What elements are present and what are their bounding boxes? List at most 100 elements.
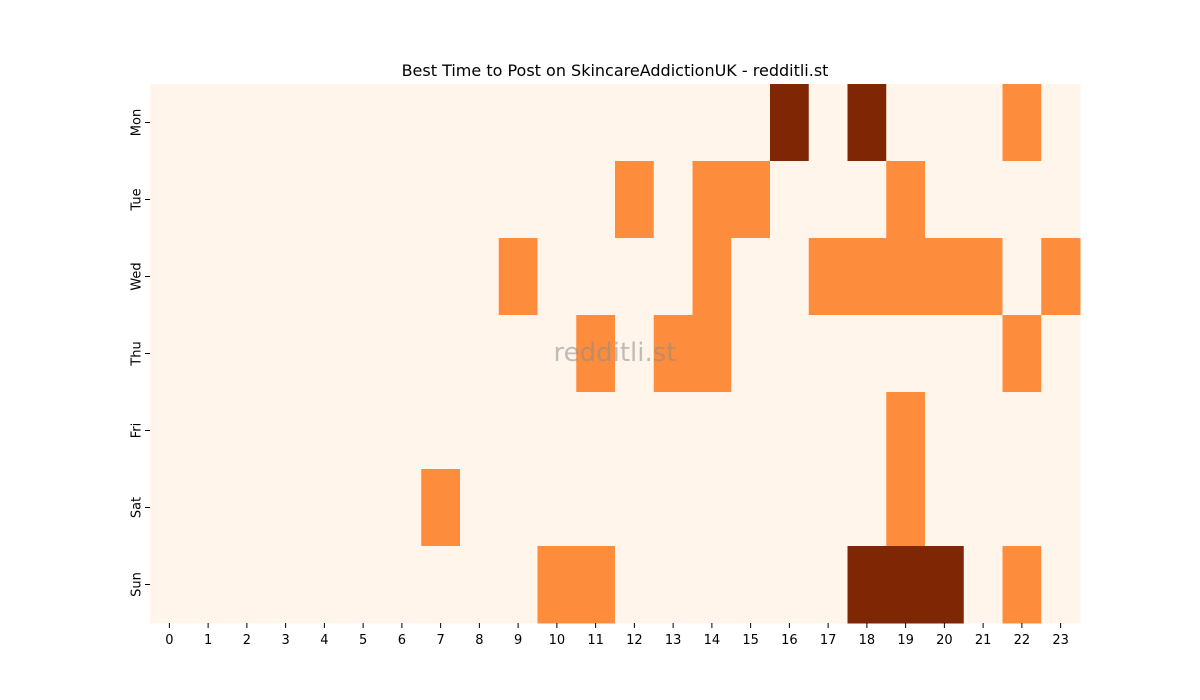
heatmap-cell-thu-21 (963, 315, 1003, 393)
heatmap-cell-sun-6 (382, 546, 422, 624)
heatmap-cell-fri-1 (188, 392, 228, 470)
heatmap-cell-thu-20 (925, 315, 965, 393)
heatmap-cell-sun-21 (963, 546, 1003, 624)
x-tick-label-18: 18 (859, 633, 876, 648)
heatmap-cell-wed-22 (1002, 238, 1042, 316)
heatmap-cell-thu-0 (150, 315, 190, 393)
heatmap-cell-sun-11 (576, 546, 616, 624)
heatmap-cell-mon-7 (421, 84, 461, 162)
heatmap-cell-fri-15 (731, 392, 771, 470)
heatmap-cell-fri-14 (692, 392, 732, 470)
heatmap-cell-thu-10 (537, 315, 577, 393)
heatmap-cell-mon-6 (382, 84, 422, 162)
heatmap-cell-tue-19 (886, 161, 926, 239)
heatmap-cell-thu-18 (847, 315, 887, 393)
watermark: redditli.st (554, 338, 677, 368)
y-tick-label-wed: Wed (130, 262, 145, 290)
x-tick-label-16: 16 (781, 633, 798, 648)
heatmap-cell-sat-3 (266, 469, 306, 547)
y-tick-label-mon: Mon (130, 109, 145, 136)
heatmap-cell-mon-22 (1002, 84, 1042, 162)
heatmap-cell-sat-10 (537, 469, 577, 547)
heatmap-cell-wed-10 (537, 238, 577, 316)
heatmap-cell-thu-23 (1041, 315, 1081, 393)
heatmap-cell-fri-20 (925, 392, 965, 470)
heatmap-cell-thu-1 (188, 315, 228, 393)
heatmap-cell-tue-16 (770, 161, 810, 239)
heatmap-cell-sat-0 (150, 469, 190, 547)
heatmap-cell-sat-18 (847, 469, 887, 547)
heatmap-cell-mon-20 (925, 84, 965, 162)
heatmap-cell-sat-9 (498, 469, 538, 547)
heatmap-cell-tue-17 (808, 161, 848, 239)
heatmap-cell-tue-10 (537, 161, 577, 239)
heatmap-cell-sun-9 (498, 546, 538, 624)
heatmap-cell-sat-16 (770, 469, 810, 547)
heatmap-cell-wed-1 (188, 238, 228, 316)
heatmap-cell-wed-7 (421, 238, 461, 316)
heatmap-cell-wed-0 (150, 238, 190, 316)
heatmap-cell-thu-22 (1002, 315, 1042, 393)
heatmap-cell-fri-22 (1002, 392, 1042, 470)
chart-title: Best Time to Post on SkincareAddictionUK… (402, 61, 829, 80)
heatmap-cell-tue-23 (1041, 161, 1081, 239)
heatmap-cell-wed-13 (653, 238, 693, 316)
heatmap-cell-tue-5 (343, 161, 383, 239)
heatmap-cell-sun-2 (227, 546, 267, 624)
heatmap-cell-sun-1 (188, 546, 228, 624)
heatmap-cell-sat-14 (692, 469, 732, 547)
heatmap-cell-mon-18 (847, 84, 887, 162)
heatmap-cell-fri-21 (963, 392, 1003, 470)
heatmap-cell-sat-8 (460, 469, 500, 547)
heatmap-cell-wed-15 (731, 238, 771, 316)
heatmap-cell-tue-14 (692, 161, 732, 239)
y-tick-label-thu: Thu (130, 341, 145, 366)
heatmap-cell-mon-23 (1041, 84, 1081, 162)
x-tick-label-12: 12 (626, 633, 643, 648)
heatmap-cell-tue-0 (150, 161, 190, 239)
heatmap-cell-wed-2 (227, 238, 267, 316)
x-tick-label-15: 15 (742, 633, 759, 648)
x-tick-label-8: 8 (475, 633, 483, 648)
heatmap-cell-mon-12 (615, 84, 655, 162)
heatmap-cell-fri-2 (227, 392, 267, 470)
heatmap-cell-wed-20 (925, 238, 965, 316)
heatmap-cell-sat-7 (421, 469, 461, 547)
heatmap-cell-thu-19 (886, 315, 926, 393)
heatmap-cell-tue-20 (925, 161, 965, 239)
heatmap-cell-wed-12 (615, 238, 655, 316)
x-tick-label-13: 13 (665, 633, 682, 648)
heatmap-cell-tue-9 (498, 161, 538, 239)
heatmap-cell-fri-23 (1041, 392, 1081, 470)
heatmap-cell-fri-3 (266, 392, 306, 470)
heatmap-cell-fri-10 (537, 392, 577, 470)
heatmap-cell-mon-9 (498, 84, 538, 162)
heatmap-cell-sat-17 (808, 469, 848, 547)
heatmap-cell-sun-18 (847, 546, 887, 624)
heatmap-cell-fri-7 (421, 392, 461, 470)
heatmap-cell-tue-8 (460, 161, 500, 239)
heatmap-cell-sat-15 (731, 469, 771, 547)
heatmap-cell-thu-8 (460, 315, 500, 393)
heatmap-cell-thu-13 (653, 315, 693, 393)
heatmap-cell-thu-7 (421, 315, 461, 393)
heatmap-cell-fri-5 (343, 392, 383, 470)
heatmap-cell-tue-18 (847, 161, 887, 239)
heatmap-cell-sun-7 (421, 546, 461, 624)
heatmap-cell-mon-1 (188, 84, 228, 162)
y-axis: Mon Tue Wed Thu Fri Sat Sun (130, 109, 150, 597)
heatmap-cell-fri-11 (576, 392, 616, 470)
heatmap-cell-thu-12 (615, 315, 655, 393)
heatmap-cell-mon-2 (227, 84, 267, 162)
heatmap-cell-wed-11 (576, 238, 616, 316)
heatmap-cell-sat-13 (653, 469, 693, 547)
heatmap-cell-tue-15 (731, 161, 771, 239)
heatmap-cell-fri-6 (382, 392, 422, 470)
heatmap-cell-sun-5 (343, 546, 383, 624)
y-tick-label-tue: Tue (130, 188, 145, 211)
heatmap-cell-wed-3 (266, 238, 306, 316)
x-tick-label-4: 4 (320, 633, 328, 648)
heatmap-cell-sun-20 (925, 546, 965, 624)
heatmap-cell-tue-1 (188, 161, 228, 239)
